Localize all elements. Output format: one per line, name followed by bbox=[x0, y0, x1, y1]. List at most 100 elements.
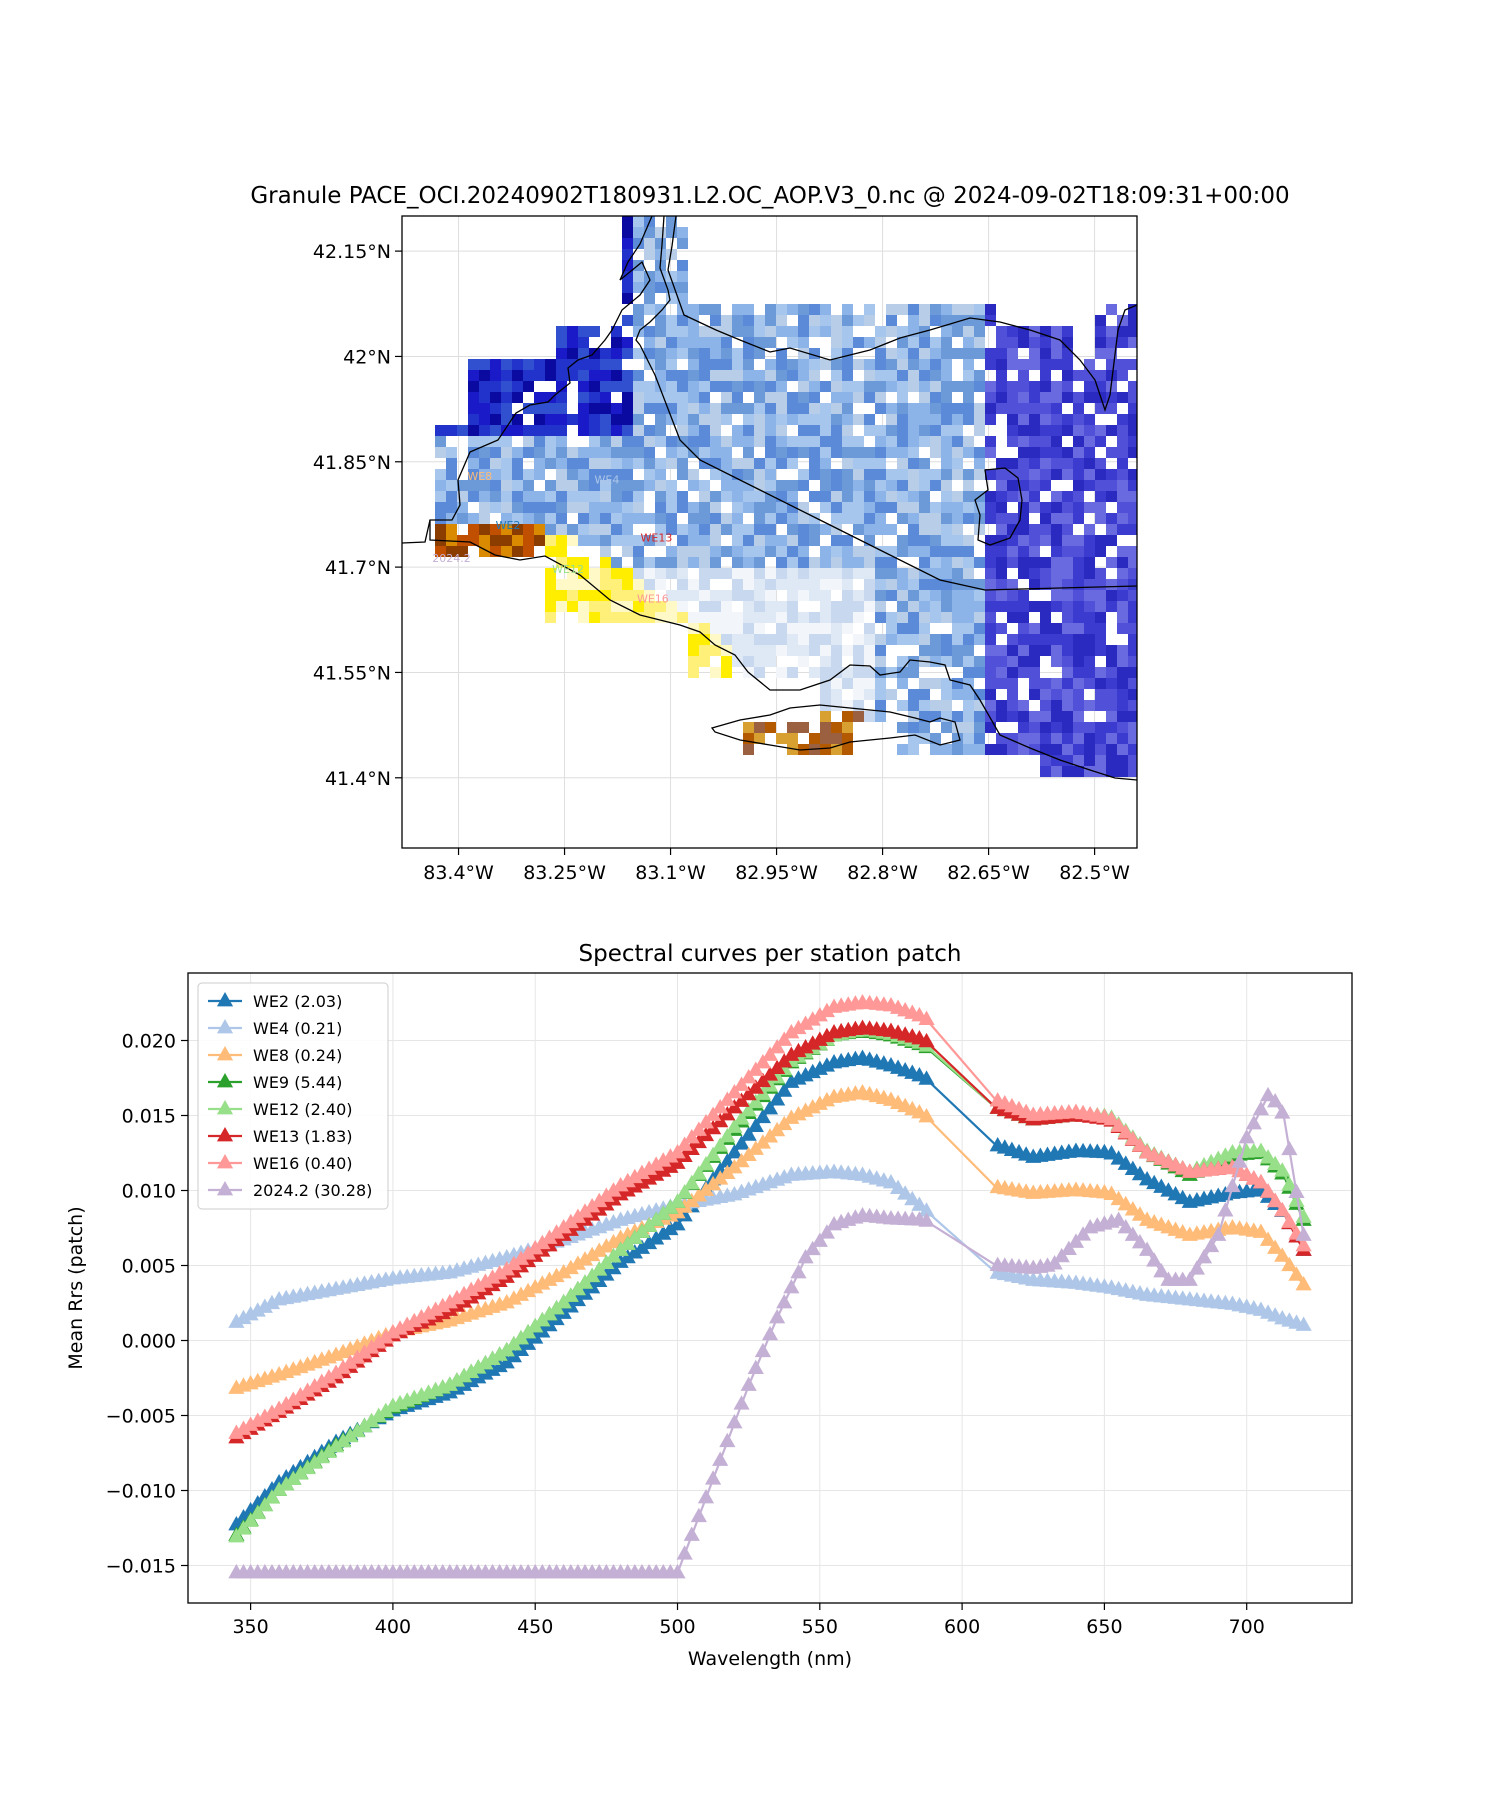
map-raster-cell bbox=[710, 513, 721, 524]
map-raster-cell bbox=[897, 513, 908, 524]
map-raster-cell bbox=[974, 557, 985, 568]
map-raster-cell bbox=[1084, 656, 1095, 667]
map-raster-cell bbox=[996, 458, 1007, 469]
map-raster-cell bbox=[919, 722, 930, 733]
map-raster-cell bbox=[1084, 744, 1095, 755]
map-raster-cell bbox=[809, 425, 820, 436]
map-raster-cell bbox=[842, 546, 853, 557]
map-raster-cell bbox=[963, 513, 974, 524]
map-raster-cell bbox=[655, 601, 666, 612]
map-raster-cell bbox=[622, 579, 633, 590]
map-raster-cell bbox=[545, 414, 556, 425]
map-raster-cell bbox=[941, 744, 952, 755]
map-raster-cell bbox=[930, 469, 941, 480]
map-raster-cell bbox=[600, 370, 611, 381]
map-raster-cell bbox=[721, 447, 732, 458]
map-raster-cell bbox=[567, 601, 578, 612]
map-raster-cell bbox=[754, 491, 765, 502]
series-marker bbox=[349, 1349, 366, 1364]
map-raster-cell bbox=[457, 491, 468, 502]
map-raster-cell bbox=[1051, 645, 1062, 656]
map-raster-cell bbox=[611, 612, 622, 623]
map-raster-cell bbox=[842, 557, 853, 568]
map-raster-cell bbox=[710, 469, 721, 480]
map-raster-cell bbox=[655, 271, 666, 282]
map-raster-cell bbox=[897, 667, 908, 678]
map-raster-cell bbox=[765, 370, 776, 381]
map-raster-cell bbox=[798, 623, 809, 634]
map-raster-cell bbox=[501, 436, 512, 447]
map-raster-cell bbox=[941, 425, 952, 436]
map-raster-cell bbox=[1007, 711, 1018, 722]
map-raster-cell bbox=[974, 601, 985, 612]
series-marker bbox=[619, 1182, 636, 1197]
map-raster-cell bbox=[908, 634, 919, 645]
map-raster-cell bbox=[1040, 458, 1051, 469]
map-raster-cell bbox=[864, 678, 875, 689]
map-raster-cell bbox=[820, 623, 831, 634]
map-raster-cell bbox=[688, 513, 699, 524]
map-raster-cell bbox=[996, 359, 1007, 370]
map-raster-cell bbox=[930, 315, 941, 326]
map-raster-cell bbox=[600, 579, 611, 590]
map-raster-cell bbox=[743, 645, 754, 656]
map-raster-cell bbox=[721, 414, 732, 425]
series-marker bbox=[1181, 1271, 1198, 1286]
map-raster-cell bbox=[820, 502, 831, 513]
series-marker bbox=[263, 1294, 281, 1310]
map-raster-cell bbox=[688, 579, 699, 590]
series-marker bbox=[235, 1520, 252, 1535]
map-raster-cell bbox=[688, 326, 699, 337]
map-raster-cell bbox=[985, 381, 996, 392]
map-raster-cell bbox=[633, 480, 644, 491]
map-raster-cell bbox=[556, 348, 567, 359]
map-raster-cell bbox=[820, 689, 831, 700]
map-raster-cell bbox=[974, 656, 985, 667]
map-raster-cell bbox=[523, 359, 534, 370]
map-raster-cell bbox=[919, 557, 930, 568]
map-raster-cell bbox=[1073, 634, 1084, 645]
map-raster-cell bbox=[996, 546, 1007, 557]
map-raster-cell bbox=[655, 249, 666, 260]
map-raster-cell bbox=[1051, 744, 1062, 755]
map-raster-cell bbox=[479, 403, 490, 414]
map-raster-cell bbox=[908, 656, 919, 667]
map-raster-cell bbox=[963, 348, 974, 359]
series-marker bbox=[769, 1091, 786, 1106]
map-raster-cell bbox=[1106, 524, 1117, 535]
map-raster-cell bbox=[1117, 447, 1128, 458]
series-marker bbox=[754, 1342, 771, 1358]
spectral-y-tick-label: −0.005 bbox=[106, 1406, 176, 1428]
series-marker bbox=[463, 1281, 480, 1297]
map-raster-cell bbox=[787, 601, 798, 612]
map-raster-cell bbox=[754, 546, 765, 557]
map-raster-cell bbox=[1106, 645, 1117, 656]
map-raster-cell bbox=[941, 436, 952, 447]
map-raster-cell bbox=[809, 403, 820, 414]
map-raster-cell bbox=[611, 524, 622, 535]
map-raster-cell bbox=[589, 403, 600, 414]
map-raster-cell bbox=[765, 491, 776, 502]
series-marker bbox=[249, 1504, 266, 1520]
map-raster-cell bbox=[864, 645, 875, 656]
map-raster-cell bbox=[1073, 766, 1084, 777]
series-marker bbox=[1281, 1213, 1298, 1228]
map-raster-cell bbox=[446, 447, 457, 458]
map-raster-cell bbox=[1117, 337, 1128, 348]
map-raster-cell bbox=[578, 392, 589, 403]
map-raster-cell bbox=[600, 601, 611, 612]
map-raster-cell bbox=[699, 392, 710, 403]
map-raster-cell bbox=[710, 458, 721, 469]
series-marker bbox=[1267, 1093, 1284, 1108]
map-raster-cell bbox=[677, 227, 688, 238]
map-raster-cell bbox=[820, 491, 831, 502]
map-raster-cell bbox=[446, 524, 457, 535]
map-raster-cell bbox=[897, 447, 908, 458]
series-marker bbox=[697, 1156, 715, 1171]
map-raster-cell bbox=[798, 436, 809, 447]
series-marker bbox=[726, 1414, 743, 1429]
map-raster-cell bbox=[556, 469, 567, 480]
series-marker bbox=[918, 1070, 935, 1085]
map-raster-cell bbox=[1051, 348, 1062, 359]
map-raster-cell bbox=[864, 480, 875, 491]
